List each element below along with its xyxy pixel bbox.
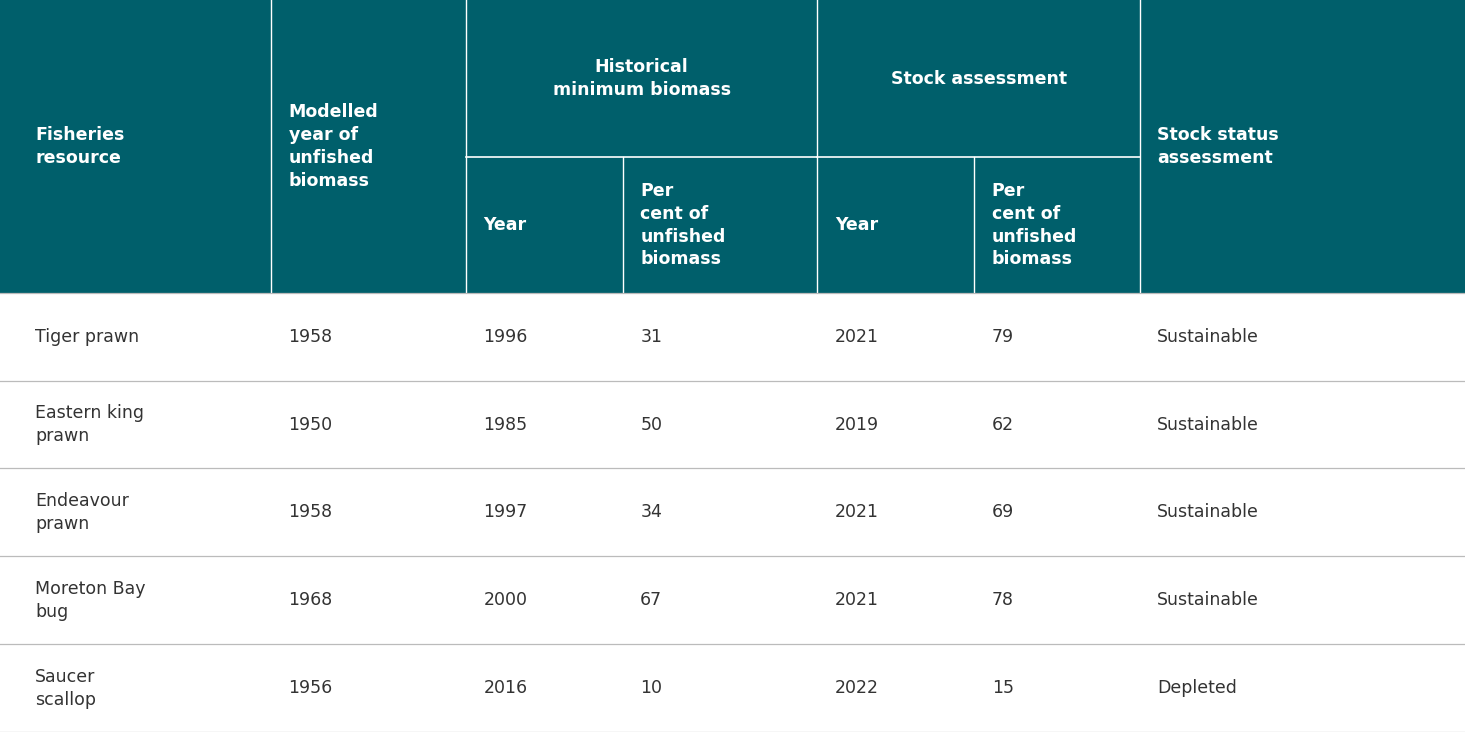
Text: 2016: 2016 [483, 679, 527, 697]
Text: 1968: 1968 [289, 591, 333, 609]
Text: 10: 10 [640, 679, 662, 697]
Text: 62: 62 [992, 416, 1014, 433]
Bar [0, 293, 1465, 381]
Text: Modelled
year of
unfished
biomass: Modelled year of unfished biomass [289, 103, 378, 190]
Text: Per
cent of
unfished
biomass: Per cent of unfished biomass [992, 182, 1077, 269]
Text: Moreton Bay
bug: Moreton Bay bug [35, 580, 145, 621]
Text: Stock status
assessment: Stock status assessment [1157, 126, 1279, 167]
Text: 1985: 1985 [483, 416, 527, 433]
Text: 67: 67 [640, 591, 662, 609]
Text: Historical
minimum biomass: Historical minimum biomass [552, 59, 731, 99]
Text: 2000: 2000 [483, 591, 527, 609]
Bar [0, 644, 1465, 732]
Text: 1956: 1956 [289, 679, 333, 697]
Text: Tiger prawn: Tiger prawn [35, 328, 139, 346]
Text: 2021: 2021 [835, 591, 879, 609]
Text: Stock assessment: Stock assessment [891, 70, 1067, 88]
Text: 1958: 1958 [289, 504, 333, 521]
Text: Eastern king
prawn: Eastern king prawn [35, 404, 144, 445]
Text: Year: Year [835, 216, 878, 234]
Text: 79: 79 [992, 328, 1014, 346]
Text: 1950: 1950 [289, 416, 333, 433]
Bar [0, 468, 1465, 556]
Text: 69: 69 [992, 504, 1014, 521]
Text: 78: 78 [992, 591, 1014, 609]
Bar [0, 381, 1465, 468]
Text: 1996: 1996 [483, 328, 527, 346]
Text: Sustainable: Sustainable [1157, 328, 1260, 346]
Text: 2021: 2021 [835, 504, 879, 521]
Text: 34: 34 [640, 504, 662, 521]
Text: Sustainable: Sustainable [1157, 416, 1260, 433]
Text: Sustainable: Sustainable [1157, 591, 1260, 609]
Text: 1958: 1958 [289, 328, 333, 346]
Text: Depleted: Depleted [1157, 679, 1238, 697]
Text: Year: Year [483, 216, 526, 234]
Text: 15: 15 [992, 679, 1014, 697]
Text: Sustainable: Sustainable [1157, 504, 1260, 521]
Text: 2021: 2021 [835, 328, 879, 346]
Bar [0, 0, 1465, 293]
Text: Endeavour
prawn: Endeavour prawn [35, 492, 129, 533]
Bar [0, 556, 1465, 644]
Text: 2019: 2019 [835, 416, 879, 433]
Text: 50: 50 [640, 416, 662, 433]
Text: Saucer
scallop: Saucer scallop [35, 668, 97, 709]
Text: 1997: 1997 [483, 504, 527, 521]
Text: Per
cent of
unfished
biomass: Per cent of unfished biomass [640, 182, 725, 269]
Text: Fisheries
resource: Fisheries resource [35, 126, 125, 167]
Text: 31: 31 [640, 328, 662, 346]
Text: 2022: 2022 [835, 679, 879, 697]
